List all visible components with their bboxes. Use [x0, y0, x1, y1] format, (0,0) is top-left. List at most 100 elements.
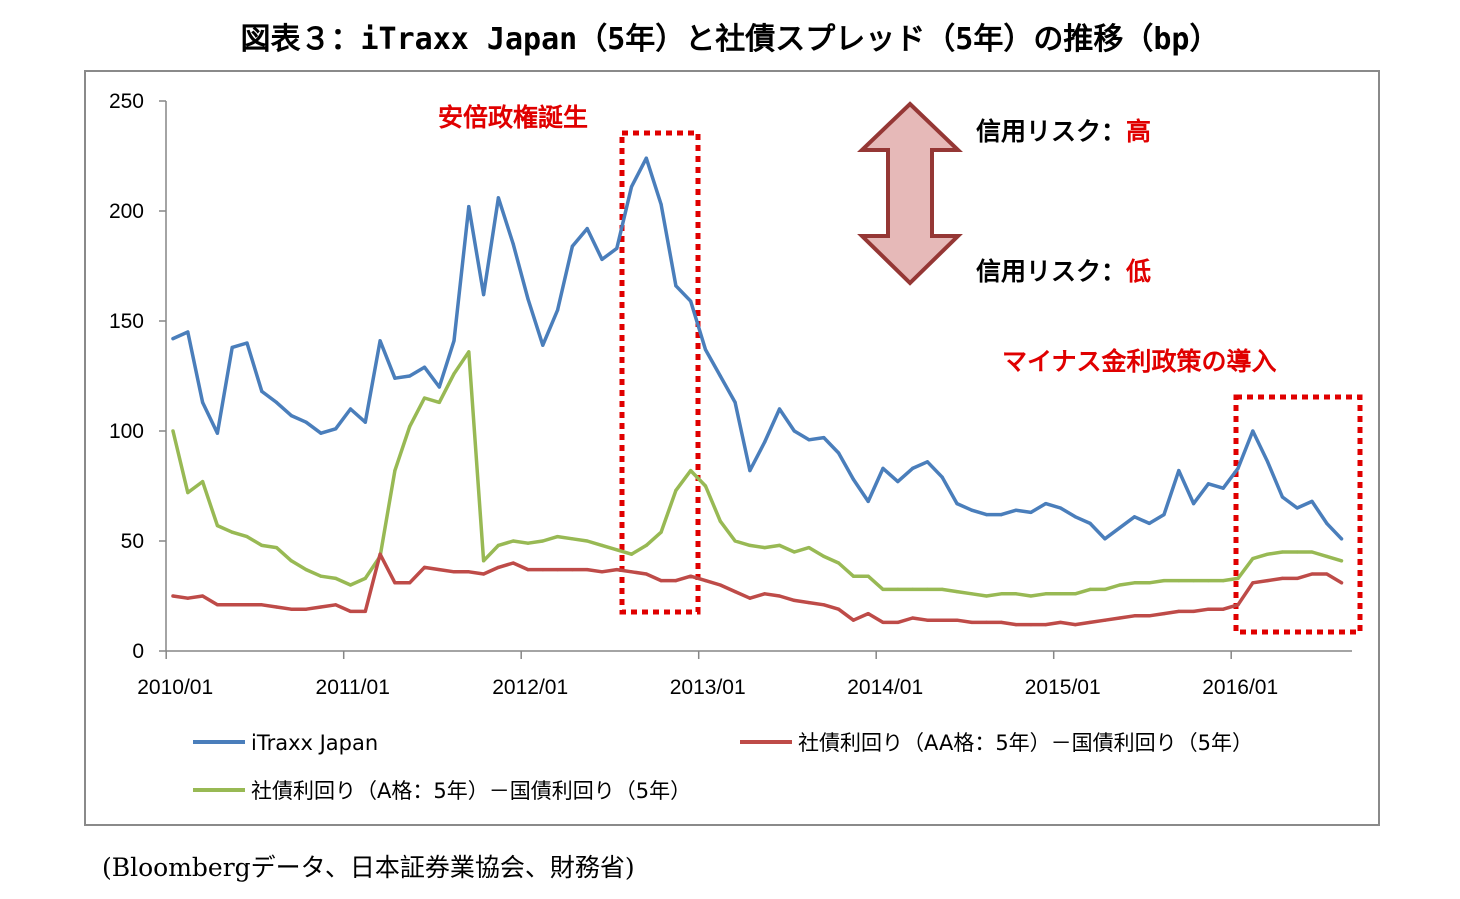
series-1-point: [896, 480, 900, 484]
series-3-point: [925, 587, 930, 592]
series-3-point: [999, 592, 1003, 596]
series-3-point: [304, 568, 308, 572]
series-1-point: [319, 431, 323, 435]
highlight-box-1: [619, 130, 701, 615]
series-1-point: [763, 440, 767, 444]
series-2-point: [511, 561, 515, 565]
series-1-point: [1325, 521, 1329, 526]
series-3-point: [363, 576, 367, 581]
series-1-point: [644, 156, 648, 160]
series-2-point: [1221, 607, 1225, 611]
series-2-point: [1044, 623, 1048, 627]
risk-high-label-text: 信用リスク：: [976, 117, 1126, 146]
series-3-point: [585, 539, 589, 543]
series-3-point: [260, 543, 264, 548]
series-2-point: [896, 620, 900, 625]
series-1-point: [1029, 510, 1033, 514]
series-1-point: [245, 341, 249, 345]
series-1-point: [689, 299, 693, 303]
x-tick-label: 2014/01: [847, 676, 923, 699]
series-2-point: [1206, 607, 1210, 611]
series-2-point: [999, 620, 1003, 625]
series-2-point: [274, 605, 279, 609]
series-3-point: [911, 587, 915, 592]
series-1-point: [1192, 502, 1196, 506]
series-1-point: [1088, 521, 1092, 526]
series-2-point: [585, 568, 589, 572]
series-1-point: [984, 513, 989, 517]
series-1-point: [615, 246, 619, 250]
series-1-point: [1295, 506, 1299, 510]
series-3-point: [1029, 594, 1033, 598]
series-2-point: [467, 570, 471, 574]
series-1-point: [186, 330, 190, 334]
series-1-point: [541, 343, 545, 347]
series-2-point: [215, 603, 219, 607]
x-tick-label: 2015/01: [1025, 676, 1101, 699]
series-1-point: [1266, 460, 1270, 464]
series-3-point: [1088, 587, 1092, 592]
series-lines: [171, 156, 1344, 627]
series-1-point: [866, 499, 870, 503]
series-1-point: [482, 293, 486, 297]
series-2-point: [201, 594, 205, 598]
series-3-point: [644, 543, 648, 548]
series-1-point: [718, 374, 722, 378]
series-2-point: [1280, 576, 1284, 581]
series-3-point: [393, 469, 397, 473]
series-2-point: [1058, 620, 1063, 625]
series-3-point: [496, 543, 500, 548]
series-2-point: [186, 596, 190, 600]
series-2-point: [1132, 614, 1137, 618]
series-1-point: [733, 400, 737, 404]
series-1-point: [1044, 502, 1048, 506]
series-3-point: [940, 587, 944, 592]
series-1-point: [1058, 506, 1063, 510]
series-1-point: [851, 477, 856, 481]
series-3-point: [408, 425, 412, 429]
series-1-point: [659, 202, 663, 206]
series-3-point: [629, 552, 634, 556]
series-3-point: [1295, 550, 1299, 554]
y-tick-label: 250: [109, 90, 144, 113]
legend-label-3: 社債利回り（A格：5年）－国債利回り（5年）: [251, 779, 691, 803]
series-2-point: [304, 607, 308, 611]
legend-label-2: 社債利回り（AA格：5年）－国債利回り（5年）: [798, 731, 1253, 755]
series-2-point: [319, 605, 323, 609]
series-2-point: [1029, 623, 1033, 627]
series-2-point: [1325, 572, 1329, 576]
series-2-point: [881, 620, 885, 625]
y-tick-label: 100: [109, 420, 144, 443]
series-3-point: [1132, 581, 1137, 585]
series-2-point: [1014, 623, 1018, 627]
series-2-point: [792, 598, 796, 603]
series-3-point: [777, 543, 782, 548]
series-2-point: [1310, 572, 1314, 576]
series-2-point: [748, 596, 752, 600]
series-3-point: [526, 541, 530, 545]
series-2-point: [1295, 576, 1299, 581]
series-1-point: [201, 400, 205, 404]
series-2-point: [703, 579, 708, 583]
series-3-point: [955, 590, 959, 594]
series-3-point: [274, 546, 279, 550]
series-2-point: [363, 609, 367, 614]
annotation-negative-rate: マイナス金利政策の導入: [1002, 347, 1277, 376]
x-tick-label: 2012/01: [492, 676, 568, 699]
chart-legend: iTraxx Japan 社債利回り（AA格：5年）－国債利回り（5年） 社債利回り…: [193, 731, 1253, 803]
series-2-point: [452, 570, 456, 574]
series-2-point: [674, 579, 678, 583]
series-1-point: [467, 205, 471, 209]
series-2-point: [970, 620, 974, 625]
series-1-point: [289, 414, 293, 418]
series-line-3: [171, 350, 1344, 598]
series-1-point: [1014, 508, 1018, 512]
series-3-point: [984, 594, 989, 598]
series-3-point: [792, 550, 796, 554]
series-1-point: [629, 185, 634, 189]
series-3-point: [1236, 576, 1240, 581]
series-2-point: [437, 568, 441, 572]
series-2-point: [689, 574, 693, 578]
series-1-point: [422, 365, 427, 369]
series-3-point: [1280, 550, 1284, 554]
